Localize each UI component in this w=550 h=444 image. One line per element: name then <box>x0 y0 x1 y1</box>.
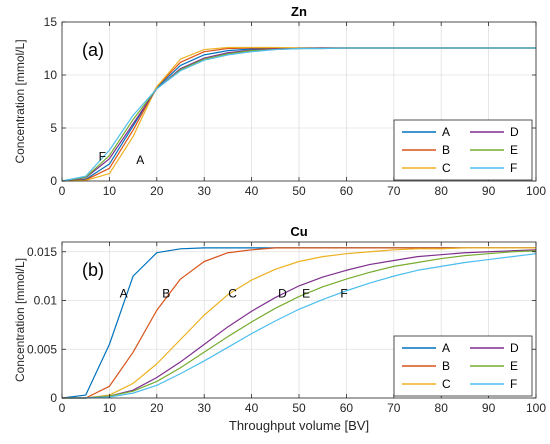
y-tick-label: 0 <box>50 391 57 405</box>
legend-label-d: D <box>510 125 519 139</box>
x-tick-label: 20 <box>150 184 164 198</box>
x-tick-label: 0 <box>59 184 66 198</box>
curve-annotation: A <box>120 287 128 301</box>
x-tick-label: 100 <box>526 184 546 198</box>
y-axis-label: Concentration [mmol/L] <box>13 39 27 163</box>
x-tick-label: 50 <box>292 401 306 415</box>
x-tick-label: 80 <box>435 401 449 415</box>
curve-annotation: B <box>162 287 170 301</box>
legend-label-d: D <box>510 341 519 355</box>
x-tick-label: 30 <box>198 184 212 198</box>
x-tick-label: 80 <box>435 184 449 198</box>
legend-label-a: A <box>442 341 450 355</box>
y-tick-label: 10 <box>44 68 58 82</box>
legend-label-b: B <box>442 143 450 157</box>
y-tick-label: 0.005 <box>27 342 57 356</box>
series-line-d <box>62 249 537 399</box>
x-tick-label: 10 <box>103 184 117 198</box>
x-tick-label: 40 <box>245 401 259 415</box>
series-line-e <box>62 250 537 399</box>
y-tick-label: 0.01 <box>34 294 58 308</box>
x-tick-label: 100 <box>526 401 546 415</box>
x-tick-label: 70 <box>387 184 401 198</box>
x-tick-label: 50 <box>292 184 306 198</box>
curve-annotation: F <box>340 287 347 301</box>
legend-label-a: A <box>442 125 450 139</box>
cu-chart-panel: 0 10 20 30 40 50 60 70 80 90 100 0 0.005 0.01 0.015 Cu C… <box>13 224 546 433</box>
y-tick-label: 15 <box>44 15 58 29</box>
legend-label-c: C <box>442 377 451 391</box>
x-tick-label: 90 <box>482 184 496 198</box>
series-line-c <box>62 247 536 399</box>
x-tick-label: 70 <box>387 401 401 415</box>
zn-chart-panel: 0 10 20 30 40 50 60 70 80 90 100 0 5 10 15 Zn Concentrat… <box>13 4 546 198</box>
curve-annotation: E <box>302 287 310 301</box>
x-tick-label: 30 <box>198 401 212 415</box>
y-tick-label: 0.015 <box>27 245 57 259</box>
series-line-f <box>62 253 537 399</box>
x-tick-label: 60 <box>340 184 354 198</box>
curve-annotation: A <box>136 153 144 167</box>
chart-title: Cu <box>290 224 307 239</box>
x-axis-label: Throughput volume [BV] <box>229 418 369 433</box>
legend-label-b: B <box>442 359 450 373</box>
legend-label-f: F <box>510 377 517 391</box>
panel-label: (a) <box>82 40 104 60</box>
x-tick-label: 90 <box>482 401 496 415</box>
y-axis-label: Concentration [mmol/L] <box>13 258 27 382</box>
panel-label: (b) <box>82 260 104 280</box>
chart-title: Zn <box>291 4 307 19</box>
x-tick-label: 20 <box>150 401 164 415</box>
x-tick-label: 40 <box>245 184 259 198</box>
series-line-f <box>61 47 536 182</box>
curve-annotation: D <box>278 287 287 301</box>
legend-label-e: E <box>510 143 518 157</box>
legend-label-f: F <box>510 161 517 175</box>
x-tick-label: 60 <box>340 401 354 415</box>
legend-label-c: C <box>442 161 451 175</box>
y-tick-label: 5 <box>50 121 57 135</box>
curve-annotation: C <box>228 287 237 301</box>
x-tick-label: 0 <box>59 401 66 415</box>
curve-annotation: F <box>99 150 106 164</box>
legend-label-e: E <box>510 359 518 373</box>
x-tick-label: 10 <box>103 401 117 415</box>
y-tick-label: 0 <box>50 174 57 188</box>
